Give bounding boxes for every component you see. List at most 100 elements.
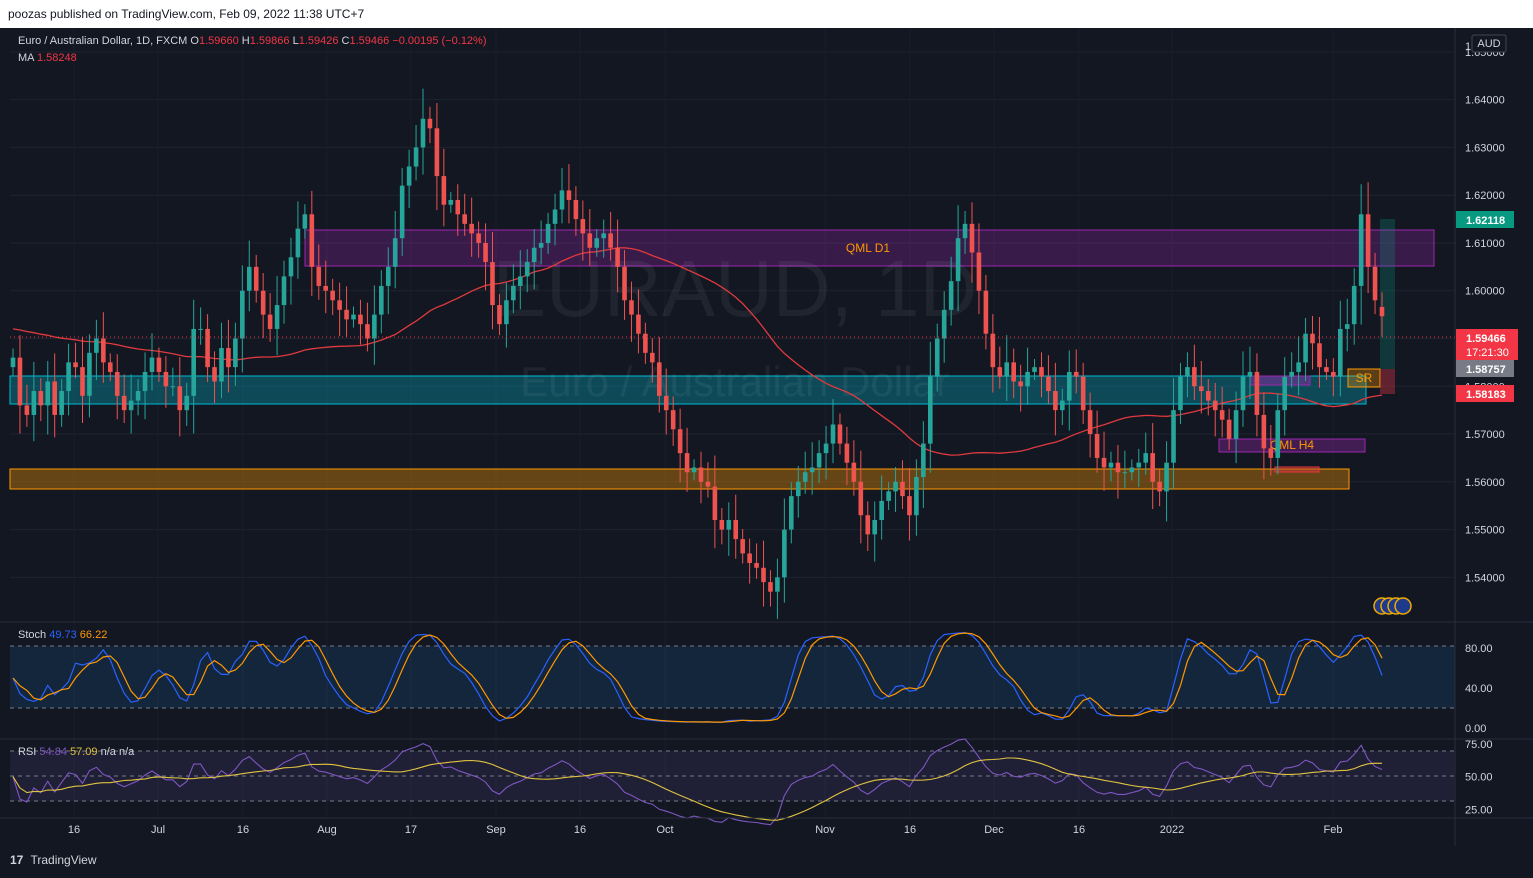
candle[interactable] [795,466,801,518]
candle[interactable] [733,494,739,559]
position-box-profit[interactable] [1380,219,1395,369]
candle[interactable] [135,379,141,416]
candle[interactable] [1094,410,1100,473]
legend-symbol[interactable]: Euro / Australian Dollar, 1D, FXCM [18,35,188,47]
rsi-label[interactable]: RSI [18,746,37,758]
candle[interactable] [976,223,982,315]
candle[interactable] [427,106,433,144]
candle[interactable] [1157,469,1162,507]
candle[interactable] [941,291,947,363]
candle[interactable] [1178,362,1183,425]
candle[interactable] [1338,300,1343,397]
candle[interactable] [392,210,398,289]
candle[interactable] [149,333,155,391]
candle[interactable] [921,421,926,509]
candle[interactable] [1212,382,1218,437]
time-axis[interactable]: 16 Jul 16 Aug 17 Sep 16 Oct Nov 16 Dec 16 2022 Feb [68,824,1343,836]
candle[interactable] [66,343,71,416]
candle[interactable] [698,451,704,504]
candle[interactable] [1303,317,1308,382]
candle[interactable] [1226,408,1232,450]
candle[interactable] [142,352,148,420]
candle[interactable] [455,184,461,236]
candle[interactable] [337,282,342,337]
candle[interactable] [87,334,92,418]
candle[interactable] [629,281,634,342]
candle[interactable] [1365,182,1371,294]
zone-cyan[interactable] [9,375,1367,405]
candle[interactable] [1066,350,1072,431]
candle[interactable] [1247,346,1253,400]
candle[interactable] [691,459,697,481]
candle[interactable] [1268,424,1274,476]
candle[interactable] [809,442,815,495]
candle[interactable] [740,529,745,564]
candle[interactable] [1046,355,1051,404]
candle[interactable] [94,319,99,381]
candle[interactable] [962,210,968,254]
candle[interactable] [1171,378,1176,489]
candle[interactable] [1185,352,1190,398]
candle[interactable] [747,538,752,584]
candle[interactable] [302,204,308,239]
chart-area[interactable]: QML D1 QML H4 SR EURAUD, 1D Euro / Austr… [0,28,1533,846]
candle[interactable] [1039,352,1044,398]
candle[interactable] [323,260,329,314]
candle[interactable] [1122,450,1128,489]
candle[interactable] [1199,360,1204,414]
candle[interactable] [1372,252,1378,315]
candle[interactable] [1219,386,1225,438]
candle[interactable] [886,482,891,510]
legend-ma-label[interactable]: MA [18,52,34,64]
candle[interactable] [59,379,64,427]
candle[interactable] [1101,431,1107,491]
candle[interactable] [344,286,349,338]
candle[interactable] [802,451,808,494]
candle[interactable] [31,361,37,442]
candle[interactable] [226,319,231,393]
candle[interactable] [1233,391,1239,464]
candle[interactable] [420,88,426,175]
candle[interactable] [622,250,627,320]
candle[interactable] [1324,359,1329,381]
candle[interactable] [385,247,391,315]
candle[interactable] [677,408,683,483]
candle[interactable] [754,543,759,579]
candle[interactable] [490,231,495,330]
candle[interactable] [1011,348,1016,399]
candle[interactable] [927,341,933,473]
candle[interactable] [914,459,919,536]
candle[interactable] [851,440,857,496]
candle[interactable] [1254,353,1260,437]
candle[interactable] [983,274,989,350]
candle[interactable] [309,190,315,296]
candles[interactable] [10,88,1385,619]
candle[interactable] [1275,393,1281,475]
candle[interactable] [1192,344,1197,401]
candle[interactable] [253,254,259,303]
zone-small-red[interactable] [1274,466,1320,473]
candle[interactable] [573,186,579,236]
candle[interactable] [719,508,725,545]
candle[interactable] [1310,316,1315,370]
candle[interactable] [552,193,558,246]
candle[interactable] [184,382,190,426]
candle[interactable] [782,498,787,603]
candle[interactable] [441,148,447,227]
candle[interactable] [844,426,850,486]
candle[interactable] [538,220,544,265]
candle[interactable] [705,462,711,498]
candle[interactable] [969,202,975,283]
candle[interactable] [1053,362,1058,436]
position-box-loss[interactable] [1380,369,1395,394]
candle[interactable] [643,322,648,364]
candle[interactable] [1115,445,1121,499]
candle[interactable] [1240,351,1246,427]
candle[interactable] [1143,432,1149,475]
candle[interactable] [990,314,996,393]
candle[interactable] [17,335,23,434]
candle[interactable] [684,427,690,492]
candle[interactable] [1331,358,1336,397]
candle[interactable] [1261,392,1267,480]
candle[interactable] [212,351,217,403]
